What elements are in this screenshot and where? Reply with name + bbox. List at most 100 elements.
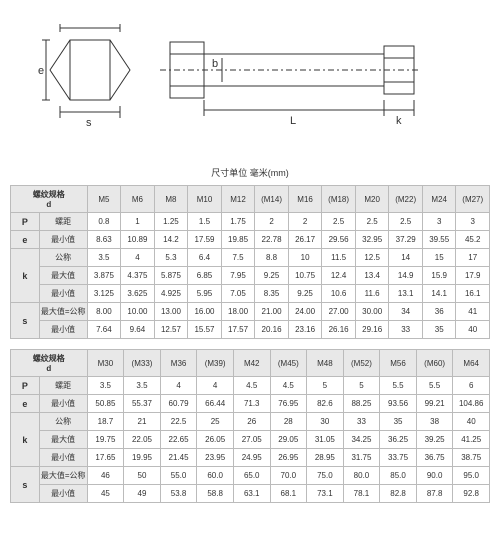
t2-k_max-0: 19.75 — [87, 431, 124, 449]
header-d-label: 螺纹规格 — [12, 189, 86, 200]
svg-text:k: k — [396, 115, 402, 127]
rowlabel-k_max: 最大值 — [39, 267, 87, 285]
t1-s_min-8: 29.16 — [355, 321, 389, 339]
spec-table-1: 螺纹规格 d M5 M6 M8 M10 M12 (M14) M16 (M18) … — [10, 185, 490, 339]
t1-k_max-2: 5.875 — [154, 267, 188, 285]
t2-e_min-8: 93.56 — [380, 395, 417, 413]
t2-nominal-9: 38 — [416, 413, 453, 431]
t2-pitch-5: 4.5 — [270, 377, 307, 395]
t2-size-2: M36 — [160, 350, 197, 377]
svg-text:L: L — [290, 115, 296, 127]
t1-k_min-11: 16.1 — [456, 285, 490, 303]
rowlabel-k_max: 最大值 — [39, 431, 87, 449]
t1-s_min-9: 33 — [389, 321, 423, 339]
t1-pitch-10: 3 — [422, 213, 456, 231]
t1-s_maxnom-9: 34 — [389, 303, 423, 321]
header-d: 螺纹规格 d — [11, 186, 88, 213]
t2-e_min-6: 82.6 — [307, 395, 344, 413]
t2-k_min-2: 21.45 — [160, 449, 197, 467]
header-d-sym-2: d — [12, 364, 86, 373]
t2-k_max-7: 34.25 — [343, 431, 380, 449]
t2-nominal-3: 25 — [197, 413, 234, 431]
t2-e_min-3: 66.44 — [197, 395, 234, 413]
t2-k_min-9: 36.75 — [416, 449, 453, 467]
t1-k_min-0: 3.125 — [87, 285, 121, 303]
t1-s_min-5: 20.16 — [255, 321, 289, 339]
t1-pitch-4: 1.75 — [221, 213, 255, 231]
t1-s_min-11: 40 — [456, 321, 490, 339]
t1-s_min-10: 35 — [422, 321, 456, 339]
t2-s_maxnom-6: 75.0 — [307, 467, 344, 485]
t2-e_min-7: 88.25 — [343, 395, 380, 413]
t2-nominal-2: 22.5 — [160, 413, 197, 431]
t2-s_min-7: 78.1 — [343, 485, 380, 503]
t2-k_min-4: 24.95 — [233, 449, 270, 467]
t1-e_min-8: 32.95 — [355, 231, 389, 249]
t1-nominal-8: 12.5 — [355, 249, 389, 267]
table-row: P螺距0.811.251.51.75222.52.52.533 — [11, 213, 490, 231]
t1-nominal-1: 4 — [121, 249, 155, 267]
t2-k_min-10: 38.75 — [453, 449, 490, 467]
t1-s_maxnom-1: 10.00 — [121, 303, 155, 321]
t2-s_maxnom-2: 55.0 — [160, 467, 197, 485]
t1-k_min-7: 10.6 — [322, 285, 356, 303]
t2-s_maxnom-7: 80.0 — [343, 467, 380, 485]
rowlabel-e_min: 最小值 — [39, 395, 87, 413]
t1-s_maxnom-10: 36 — [422, 303, 456, 321]
t1-nominal-6: 10 — [288, 249, 322, 267]
table-row: k公称3.545.36.47.58.81011.512.5141517 — [11, 249, 490, 267]
t1-s_maxnom-3: 16.00 — [188, 303, 222, 321]
t1-e_min-3: 17.59 — [188, 231, 222, 249]
spec-table-2: 螺纹规格 d M30 (M33) M36 (M39) M42 (M45) M48… — [10, 349, 490, 503]
rowlabel-pitch: 螺距 — [39, 377, 87, 395]
t2-nominal-1: 21 — [124, 413, 161, 431]
t2-size-7: (M52) — [343, 350, 380, 377]
t1-s_min-7: 26.16 — [322, 321, 356, 339]
table-row: e最小值50.8555.3760.7966.4471.376.9582.688.… — [11, 395, 490, 413]
t1-e_min-6: 26.17 — [288, 231, 322, 249]
t2-nominal-10: 40 — [453, 413, 490, 431]
t2-s_maxnom-8: 85.0 — [380, 467, 417, 485]
t1-k_max-4: 7.95 — [221, 267, 255, 285]
t2-s_maxnom-0: 46 — [87, 467, 124, 485]
t2-k_max-3: 26.05 — [197, 431, 234, 449]
t2-e_min-2: 60.79 — [160, 395, 197, 413]
t1-s_min-6: 23.16 — [288, 321, 322, 339]
t2-k_max-10: 41.25 — [453, 431, 490, 449]
table-row: 最小值7.649.6412.5715.5717.5720.1623.1626.1… — [11, 321, 490, 339]
rowlabel-pitch: 螺距 — [39, 213, 87, 231]
t2-e_min-0: 50.85 — [87, 395, 124, 413]
t1-pitch-6: 2 — [288, 213, 322, 231]
t2-k_max-8: 36.25 — [380, 431, 417, 449]
t1-size-4: M12 — [221, 186, 255, 213]
t2-k_min-7: 31.75 — [343, 449, 380, 467]
t1-k_max-9: 14.9 — [389, 267, 423, 285]
t1-k_min-9: 13.1 — [389, 285, 423, 303]
t1-size-3: M10 — [188, 186, 222, 213]
table-row: k公称18.72122.52526283033353840 — [11, 413, 490, 431]
t2-k_max-6: 31.05 — [307, 431, 344, 449]
t2-s_min-3: 58.8 — [197, 485, 234, 503]
t1-nominal-9: 14 — [389, 249, 423, 267]
t1-nominal-5: 8.8 — [255, 249, 289, 267]
rowlabel-k_min: 最小值 — [39, 449, 87, 467]
t2-k_min-0: 17.65 — [87, 449, 124, 467]
t2-s_maxnom-3: 60.0 — [197, 467, 234, 485]
t2-size-1: (M33) — [124, 350, 161, 377]
group-e: e — [11, 231, 40, 249]
t2-pitch-8: 5.5 — [380, 377, 417, 395]
t2-nominal-4: 26 — [233, 413, 270, 431]
t1-e_min-10: 39.55 — [422, 231, 456, 249]
rowlabel-s_maxnom: 最大值=公称 — [39, 303, 87, 321]
t1-e_min-4: 19.85 — [221, 231, 255, 249]
t1-size-8: M20 — [355, 186, 389, 213]
t1-k_min-1: 3.625 — [121, 285, 155, 303]
rowlabel-k_min: 最小值 — [39, 285, 87, 303]
t1-e_min-2: 14.2 — [154, 231, 188, 249]
table-row: 最小值3.1253.6254.9255.957.058.359.2510.611… — [11, 285, 490, 303]
table-row: s最大值=公称465055.060.065.070.075.080.085.09… — [11, 467, 490, 485]
t1-size-7: (M18) — [322, 186, 356, 213]
t1-s_maxnom-5: 21.00 — [255, 303, 289, 321]
t1-pitch-5: 2 — [255, 213, 289, 231]
t1-s_maxnom-8: 30.00 — [355, 303, 389, 321]
